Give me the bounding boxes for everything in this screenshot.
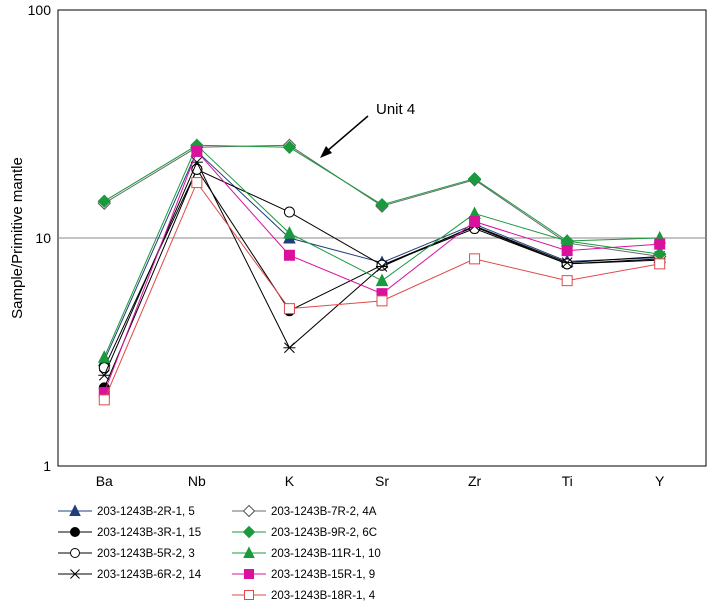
series-layer: [97, 138, 667, 406]
data-point: [97, 350, 111, 363]
legend-item: 203-1243B-15R-1, 9: [232, 569, 375, 581]
x-tick-label: Ba: [96, 473, 113, 489]
legend-label: 203-1243B-6R-2, 14: [97, 569, 202, 581]
data-point: [654, 238, 666, 250]
legend-label: 203-1243B-7R-2, 4A: [271, 506, 377, 518]
data-point: [467, 171, 482, 186]
annotation-arrow-shaft: [325, 115, 369, 153]
data-point: [97, 194, 111, 208]
y-tick-label: 100: [28, 2, 52, 18]
legend-marker: [243, 546, 255, 558]
data-point: [282, 140, 297, 154]
data-point: [191, 145, 203, 157]
legend-item: 203-1243B-7R-2, 4A: [232, 504, 377, 518]
x-tick-label: Zr: [468, 473, 482, 489]
legend-item: 203-1243B-9R-2, 6C: [232, 525, 377, 539]
data-point: [283, 249, 295, 261]
data-point: [469, 253, 481, 265]
legend-label: 203-1243B-18R-1, 4: [271, 590, 376, 602]
data-point: [98, 394, 110, 406]
data-point: [283, 206, 295, 218]
data-point: [375, 273, 389, 287]
category-labels: Ba Nb K Sr Zr Ti Y: [96, 473, 665, 489]
data-point: [469, 216, 481, 228]
data-point: [561, 258, 573, 270]
data-point: [191, 177, 203, 189]
legend-marker: [69, 569, 81, 579]
data-point: [283, 226, 296, 239]
x-tick-label: Sr: [375, 473, 389, 489]
legend-item: 203-1243B-11R-1, 10: [232, 546, 381, 560]
y-tick-label: 10: [35, 230, 51, 246]
data-point: [561, 257, 574, 268]
legend-marker: [242, 525, 256, 539]
series-8: [98, 145, 666, 399]
y-axis-label: Sample/Primitive mantle: [9, 157, 26, 319]
data-point: [654, 258, 666, 270]
data-point: [283, 342, 296, 354]
data-point: [283, 303, 295, 315]
data-point: [376, 259, 388, 271]
data-point: [375, 197, 389, 212]
legend-label: 203-1243B-2R-1, 5: [97, 506, 195, 518]
data-point: [98, 369, 111, 381]
legend-marker: [70, 527, 80, 537]
x-tick-label: Y: [655, 473, 665, 489]
data-point: [561, 245, 573, 257]
legend-label: 203-1243B-5R-2, 3: [97, 548, 195, 560]
x-tick-label: Ti: [562, 473, 573, 489]
x-tick-label: Nb: [188, 473, 206, 489]
data-point: [376, 295, 388, 307]
series-9: [98, 177, 666, 406]
x-tick-label: K: [285, 473, 295, 489]
data-point: [561, 275, 573, 287]
unit-4-annotation: Unit 4: [376, 101, 415, 118]
annotation-arrow-head: [320, 146, 332, 158]
legend-marker: [70, 548, 80, 558]
legend-label: 203-1243B-15R-1, 9: [271, 569, 375, 581]
legend-label: 203-1243B-3R-1, 15: [97, 527, 201, 539]
legend-item: 203-1243B-2R-1, 5: [58, 504, 195, 518]
legend-label: 203-1243B-9R-2, 6C: [271, 527, 377, 539]
legend-marker: [244, 590, 254, 600]
legend-label: 203-1243B-11R-1, 10: [271, 548, 381, 560]
legend-marker: [242, 504, 256, 518]
legend-item: 203-1243B-3R-1, 15: [58, 527, 201, 539]
legend-item: 203-1243B-5R-2, 3: [58, 548, 195, 560]
data-point: [376, 261, 388, 272]
legend-marker: [69, 504, 81, 516]
legend-item: 203-1243B-18R-1, 4: [232, 590, 376, 602]
y-tick-label: 1: [43, 458, 51, 474]
legend-item: 203-1243B-6R-2, 14: [58, 569, 202, 581]
legend-marker: [244, 569, 254, 579]
legend: 203-1243B-2R-1, 5 203-1243B-3R-1, 15 203-1…: [58, 504, 381, 602]
